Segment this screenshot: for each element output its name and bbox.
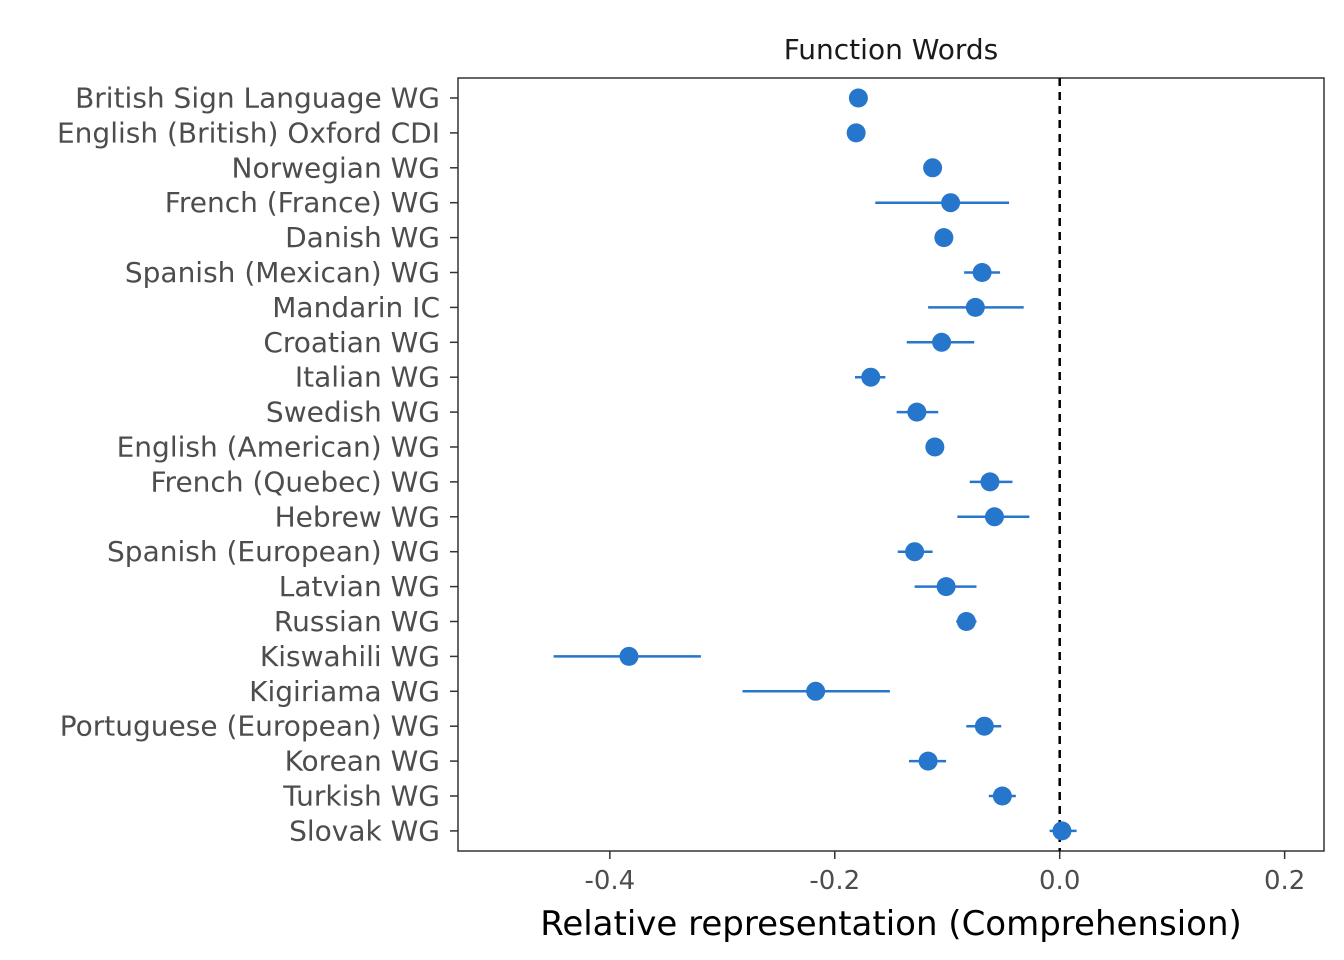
data-point [932, 332, 952, 352]
y-tick-label: British Sign Language WG [75, 82, 440, 115]
data-point [934, 228, 954, 248]
data-point [846, 123, 866, 143]
y-tick-label: Hebrew WG [275, 500, 440, 533]
data-point [848, 88, 868, 108]
data-point [956, 612, 976, 631]
data-point [941, 193, 961, 213]
data-point [936, 577, 956, 597]
y-tick-label: Spanish (European) WG [107, 535, 440, 568]
data-point [918, 751, 938, 771]
data-point [1052, 821, 1072, 841]
x-axis-title: Relative representation (Comprehension) [540, 904, 1242, 944]
plot-panel [457, 77, 1325, 852]
y-tick-label: French (Quebec) WG [150, 465, 440, 498]
x-tick-label: 0.0 [1039, 866, 1080, 896]
data-point [923, 158, 943, 178]
data-point [980, 472, 1000, 492]
y-tick-label: Slovak WG [289, 814, 440, 847]
facet-title: Function Words [784, 33, 999, 66]
data-point [861, 367, 881, 387]
y-tick-label: Latvian WG [279, 570, 440, 603]
y-tick-label: Portuguese (European) WG [60, 710, 440, 743]
y-tick-label: English (British) Oxford CDI [57, 116, 440, 149]
x-tick-label: -0.2 [809, 866, 860, 896]
x-axis: -0.4 -0.2 0.0 0.2 [584, 851, 1305, 896]
data-marks [553, 88, 1077, 841]
y-tick-label: Korean WG [285, 745, 440, 778]
y-tick-label: Italian WG [295, 361, 440, 394]
data-point [619, 646, 639, 666]
data-point [905, 542, 925, 562]
y-tick-label: Croatian WG [263, 326, 440, 359]
data-point [925, 437, 945, 457]
y-tick-label: Russian WG [274, 605, 440, 638]
data-point [992, 786, 1012, 806]
x-tick-label: -0.4 [584, 866, 635, 896]
y-tick-label: Mandarin IC [272, 291, 440, 324]
data-point [907, 402, 927, 422]
x-tick-label: 0.2 [1264, 866, 1305, 896]
y-tick-label: Turkish WG [282, 780, 440, 813]
data-point [806, 681, 826, 701]
data-point [974, 716, 994, 736]
y-tick-label: Swedish WG [266, 396, 440, 429]
y-tick-label: English (American) WG [117, 431, 440, 464]
y-tick-label: Danish WG [285, 221, 440, 254]
y-tick-label: Kiswahili WG [260, 640, 440, 673]
y-tick-label: Kigiriama WG [249, 675, 440, 708]
data-point [984, 507, 1004, 527]
y-tick-label: Spanish (Mexican) WG [125, 256, 440, 289]
data-point [965, 297, 985, 317]
y-tick-label: French (France) WG [165, 186, 440, 219]
y-tick-label: Norwegian WG [232, 151, 440, 184]
data-point [972, 263, 992, 282]
